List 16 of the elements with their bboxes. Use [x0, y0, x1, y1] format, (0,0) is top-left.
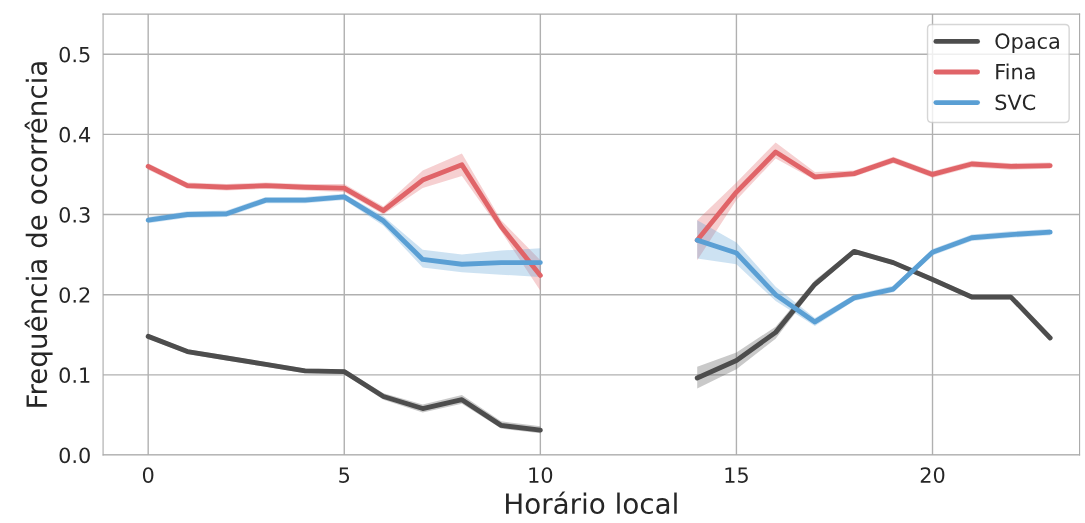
y-tick-label: 0.2 [59, 287, 90, 303]
x-tick-label: 10 [529, 467, 553, 483]
y-axis-title: Frequência de ocorrência [24, 62, 53, 407]
x-tick-label: 20 [920, 467, 945, 483]
x-tick-label: 15 [725, 467, 748, 483]
y-tick-label: 0.0 [59, 447, 90, 464]
y-tick-label: 0.3 [59, 206, 90, 223]
y-tick-label: 0.1 [59, 367, 90, 384]
legend-label: SVC [995, 94, 1036, 111]
legend-label: Fina [996, 63, 1035, 80]
y-tick-label: 0.5 [59, 46, 90, 63]
x-tick-label: 0 [142, 467, 154, 483]
legend-label: Opaca [995, 33, 1059, 54]
x-tick-label: 5 [339, 467, 350, 483]
x-axis-title: Horário local [506, 491, 677, 515]
y-tick-label: 0.4 [59, 126, 91, 143]
